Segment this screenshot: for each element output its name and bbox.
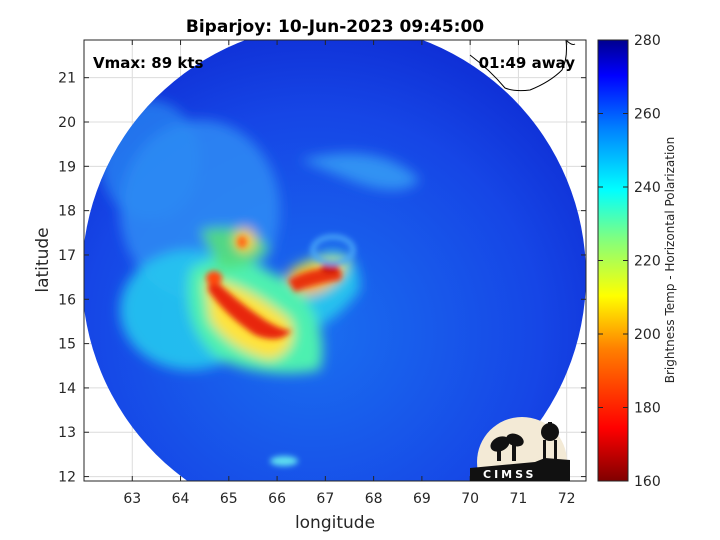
x-tick-label: 72: [558, 491, 576, 507]
y-axis-ticks: 12 13 14 15 16 17 18 19 20 21: [58, 71, 586, 486]
x-tick-label: 71: [510, 491, 528, 507]
x-tick-label: 65: [220, 491, 238, 507]
colorbar-ticks: 160 180 200 220 240 260 280: [598, 33, 661, 490]
time-away-label: 01:49 away: [479, 54, 576, 72]
x-tick-label: 66: [268, 491, 286, 507]
colorbar-tick-label: 220: [634, 254, 661, 270]
x-tick-label: 70: [461, 491, 479, 507]
y-tick-label: 19: [58, 159, 76, 175]
y-tick-label: 16: [58, 292, 76, 308]
brightness-temp-swath: [84, 40, 586, 481]
y-tick-label: 13: [58, 425, 76, 441]
colorbar: 160 180 200 220 240 260 280 Brightness Temp - …: [597, 33, 677, 490]
x-tick-label: 64: [172, 491, 190, 507]
x-tick-label: 69: [413, 491, 431, 507]
x-axis-ticks: 63 64 65 66 67 68 69 70 71 72: [123, 40, 576, 507]
y-tick-label: 20: [58, 115, 76, 131]
convective-cores: [206, 234, 356, 466]
y-tick-label: 14: [58, 381, 76, 397]
colorbar-tick-label: 260: [634, 107, 661, 123]
x-tick-label: 67: [316, 491, 334, 507]
y-tick-label: 15: [58, 337, 76, 353]
y-tick-label: 17: [58, 248, 76, 264]
y-tick-label: 21: [58, 71, 76, 87]
x-tick-label: 63: [123, 491, 141, 507]
colorbar-tick-label: 240: [634, 180, 661, 196]
cimss-logo: CIMSS: [470, 417, 570, 481]
x-axis-label: longitude: [295, 513, 375, 533]
colorbar-label: Brightness Temp - Horizontal Polarizatio…: [663, 137, 677, 384]
water-tower-icon: [541, 422, 559, 462]
colorbar-tick-label: 200: [634, 327, 661, 343]
y-axis-label: latitude: [33, 227, 53, 292]
y-tick-label: 18: [58, 204, 76, 220]
vmax-label: Vmax: 89 kts: [93, 54, 203, 72]
colorbar-tick-label: 160: [634, 474, 661, 490]
plot-area: 63 64 65 66 67 68 69 70 71 72 12 13 14 15 16 17 18 19 20 2…: [58, 39, 587, 507]
y-tick-label: 12: [58, 470, 76, 486]
x-tick-label: 68: [365, 491, 383, 507]
chart-title: Biparjoy: 10-Jun-2023 09:45:00: [186, 17, 484, 37]
satellite-dish-icon: [490, 433, 524, 461]
colorbar-tick-label: 280: [634, 33, 661, 49]
colorbar-tick-label: 180: [634, 401, 661, 417]
logo-text: CIMSS: [483, 468, 536, 481]
plot-frame: [83, 39, 587, 482]
